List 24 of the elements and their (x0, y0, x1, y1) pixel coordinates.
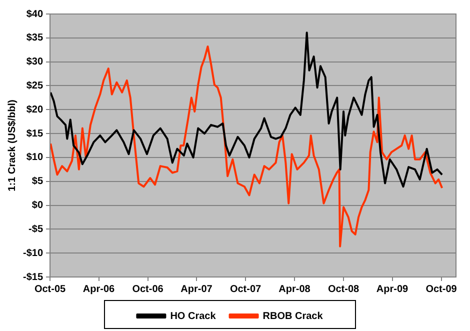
x-tick-label: Apr-06 (82, 284, 116, 295)
y-tick-label: $35 (26, 32, 44, 44)
y-tick-label: -$10 (23, 248, 44, 259)
y-tick-label: $0 (32, 200, 44, 212)
y-tick-label: -$5 (28, 224, 44, 235)
y-axis-title: 1:1 Crack (US$/bbl) (6, 100, 18, 192)
x-tick-label: Apr-09 (376, 284, 409, 295)
x-tick-label: Apr-08 (278, 284, 311, 295)
x-tick-label: Apr-07 (180, 284, 213, 295)
x-tick-label: Oct-05 (34, 284, 66, 295)
y-tick-label: $15 (26, 128, 44, 140)
y-tick-label: $10 (26, 152, 44, 164)
x-tick-label: Oct-09 (426, 284, 458, 295)
x-tick-label: Oct-06 (132, 284, 164, 295)
y-tick-label: $5 (32, 176, 44, 188)
y-tick-label: $30 (26, 56, 44, 68)
x-tick-label: Oct-07 (230, 284, 262, 295)
x-tick-label: Oct-08 (328, 284, 360, 295)
legend-label: HO Crack (170, 310, 216, 322)
y-tick-label: -$15 (23, 272, 44, 283)
y-tick-label: $20 (26, 104, 44, 116)
y-tick-label: $25 (26, 80, 44, 92)
y-tick-label: $40 (26, 8, 44, 20)
legend-label: RBOB Crack (262, 310, 324, 322)
